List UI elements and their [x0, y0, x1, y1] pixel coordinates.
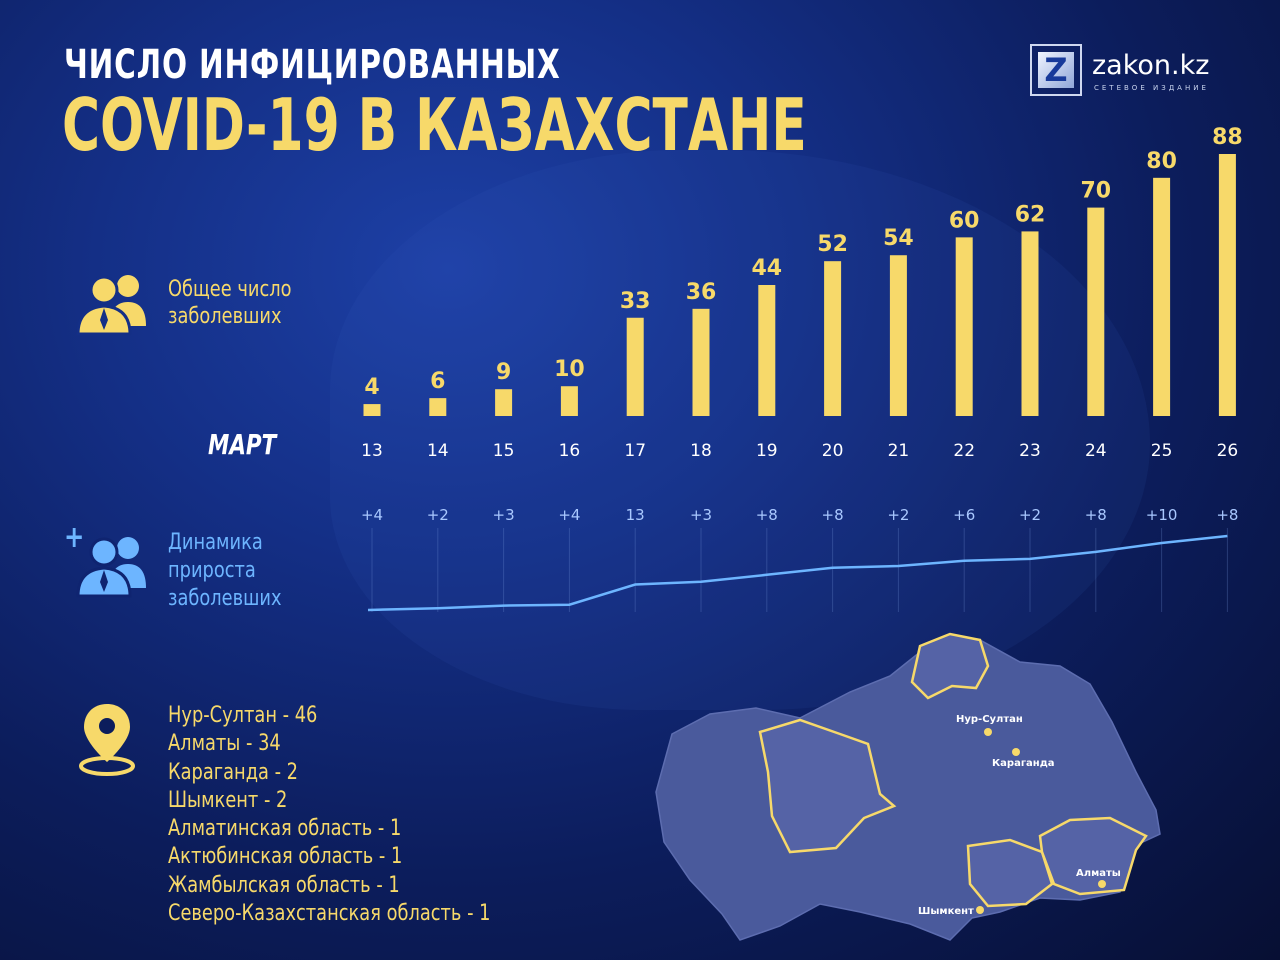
x-tick-label: 14	[427, 441, 449, 461]
region-item: Жамбылская область - 1	[168, 872, 400, 898]
chart-bar	[758, 285, 776, 416]
cases-chart: 4 13 6 14 9 15 10 16 33 17 36 18 44 19 52 20 54 21 60 22 62 2…	[361, 125, 1243, 612]
chart-bar	[955, 237, 973, 416]
title-line-1: ЧИСЛО ИНФИЦИРОВАННЫХ	[64, 42, 561, 88]
chart-bar	[1021, 231, 1039, 416]
growth-point-label: +2	[887, 506, 909, 524]
bar-value-label: 33	[620, 289, 651, 314]
growth-label-line2: прироста	[168, 558, 256, 583]
growth-point-label: +3	[493, 506, 515, 524]
growth-point-label: +8	[1085, 506, 1107, 524]
region-item: Алматы - 34	[168, 731, 281, 757]
region-item: Нур-Султан - 46	[168, 703, 318, 728]
bar-value-label: 62	[1015, 202, 1046, 227]
growth-point-label: +8	[822, 506, 844, 524]
x-tick-label: 26	[1217, 441, 1239, 461]
bar-value-label: 70	[1080, 179, 1111, 204]
x-tick-label: 21	[888, 441, 910, 461]
growth-label-line1: Динамика	[168, 530, 263, 555]
total-label-line1: Общее число	[168, 277, 292, 302]
region-item: Шымкент - 2	[168, 787, 288, 813]
zakon-logo: Z zakon.kz СЕТЕВОЕ ИЗДАНИЕ	[1030, 44, 1230, 100]
logo-name: zakon.kz	[1092, 50, 1210, 81]
map-region-north	[910, 632, 990, 700]
bar-value-label: 10	[554, 357, 585, 382]
growth-point-label: +4	[558, 506, 580, 524]
chart-bar	[363, 404, 381, 416]
x-tick-label: 17	[624, 441, 646, 461]
city-dot-almaty	[1098, 880, 1106, 888]
bar-value-label: 52	[817, 232, 848, 257]
regions-list: Нур-Султан - 46 Алматы - 34 Караганда - …	[168, 702, 526, 928]
month-label: МАРТ	[208, 428, 277, 461]
growth-point-label: +2	[1019, 506, 1041, 524]
x-tick-label: 19	[756, 441, 778, 461]
chart-bar	[824, 261, 842, 416]
x-tick-label: 20	[822, 441, 844, 461]
growth-line	[367, 534, 1228, 612]
chart-bar	[1087, 207, 1105, 416]
people-growth-icon	[76, 537, 146, 598]
city-dot-nur-sultan	[984, 728, 992, 736]
chart-bar	[429, 398, 447, 416]
bar-value-label: 6	[430, 369, 445, 394]
chart-bar	[1218, 154, 1236, 416]
plus-sign: +	[64, 520, 85, 555]
bar-value-label: 4	[364, 375, 379, 400]
title-line-2: COVID-19 В КАЗАХСТАНЕ	[62, 83, 807, 167]
x-tick-label: 24	[1085, 441, 1107, 461]
chart-bar	[495, 389, 513, 416]
bar-value-label: 54	[883, 226, 914, 251]
bar-value-label: 60	[949, 208, 980, 233]
bar-value-label: 80	[1146, 149, 1177, 174]
x-tick-label: 25	[1151, 441, 1173, 461]
city-label-nur-sultan: Нур-Султан	[956, 714, 1023, 725]
total-label-line2: заболевших	[168, 304, 282, 329]
growth-label-line3: заболевших	[168, 586, 282, 611]
x-tick-label: 16	[559, 441, 581, 461]
region-item: Северо-Казахстанская область - 1	[168, 901, 491, 927]
x-tick-label: 15	[493, 441, 515, 461]
growth-point-label: +6	[953, 506, 975, 524]
bar-value-label: 9	[496, 360, 511, 385]
kazakhstan-map: Нур-Султан Караганда Алматы Шымкент	[655, 632, 1161, 941]
growth-point-label: 13	[626, 506, 645, 524]
x-tick-label: 23	[1019, 441, 1041, 461]
chart-bar	[692, 308, 710, 416]
bar-value-label: 44	[751, 256, 782, 281]
map-region-zhambyl	[966, 838, 1054, 908]
growth-point-label: +2	[427, 506, 449, 524]
growth-point-label: +4	[361, 506, 383, 524]
city-label-shymkent: Шымкент	[918, 906, 974, 917]
map-region-aktobe	[758, 718, 897, 854]
region-item: Актюбинская область - 1	[168, 844, 403, 870]
background-map-silhouette	[330, 150, 1150, 710]
city-label-karaganda: Караганда	[992, 758, 1055, 769]
x-tick-label: 13	[361, 441, 383, 461]
map-region-almaty-oblast	[1038, 816, 1148, 896]
chart-bar	[889, 255, 907, 416]
logo-subtitle: СЕТЕВОЕ ИЗДАНИЕ	[1094, 84, 1209, 92]
x-tick-label: 18	[690, 441, 712, 461]
city-label-almaty: Алматы	[1076, 868, 1121, 879]
bar-value-label: 36	[686, 280, 717, 305]
region-item: Караганда - 2	[168, 759, 299, 785]
chart-bar	[1153, 177, 1171, 416]
logo-letter: Z	[1038, 52, 1074, 88]
chart-bar	[560, 386, 578, 416]
growth-point-label: +8	[1216, 506, 1238, 524]
growth-point-label: +10	[1146, 506, 1178, 524]
chart-bar	[626, 317, 644, 416]
growth-point-label: +3	[690, 506, 712, 524]
region-item: Алматинская область - 1	[168, 816, 402, 842]
x-tick-label: 22	[953, 441, 975, 461]
growth-point-label: +8	[756, 506, 778, 524]
location-pin-icon	[79, 704, 135, 776]
bar-value-label: 88	[1212, 125, 1243, 150]
city-dot-shymkent	[976, 906, 984, 914]
people-icon	[76, 275, 146, 336]
city-dot-karaganda	[1012, 748, 1020, 756]
logo-frame: Z	[1030, 44, 1082, 96]
